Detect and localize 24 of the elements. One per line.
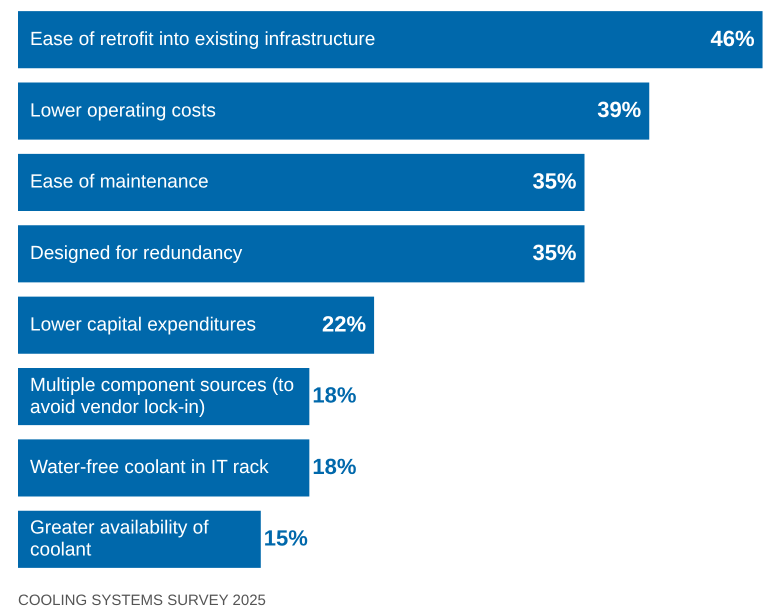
bar xyxy=(18,510,261,568)
y-tick-label: Lower operating costs xyxy=(30,100,216,122)
data-label: 18% xyxy=(312,454,356,479)
bar xyxy=(18,11,763,68)
bar xyxy=(18,154,585,211)
data-label: 46% xyxy=(710,26,755,51)
y-tick-label: Lower capital expenditures xyxy=(30,314,256,336)
y-tick-label: Greater availability of coolant xyxy=(30,518,210,561)
y-tick-label: Multiple component sources (to avoid vendor lock-in) xyxy=(30,374,294,418)
data-label: 18% xyxy=(312,382,356,408)
y-tick-label: Water-free coolant in IT rack xyxy=(30,457,270,478)
y-tick-label: Ease of retrofit into existing infrastructure xyxy=(30,28,376,50)
bar xyxy=(18,439,310,496)
bar xyxy=(18,82,650,140)
data-label: 35% xyxy=(532,168,577,194)
data-label: 35% xyxy=(532,240,577,265)
data-label: 22% xyxy=(322,311,366,336)
text: COOLING SYSTEMS SURVEY 2025 xyxy=(18,592,266,609)
data-label: 39% xyxy=(597,97,642,122)
bar xyxy=(18,225,585,282)
bar xyxy=(18,296,374,354)
y-tick-label: Designed for redundancy xyxy=(30,243,243,264)
y-tick-label: Ease of maintenance xyxy=(30,172,209,193)
data-label: 15% xyxy=(264,525,308,550)
